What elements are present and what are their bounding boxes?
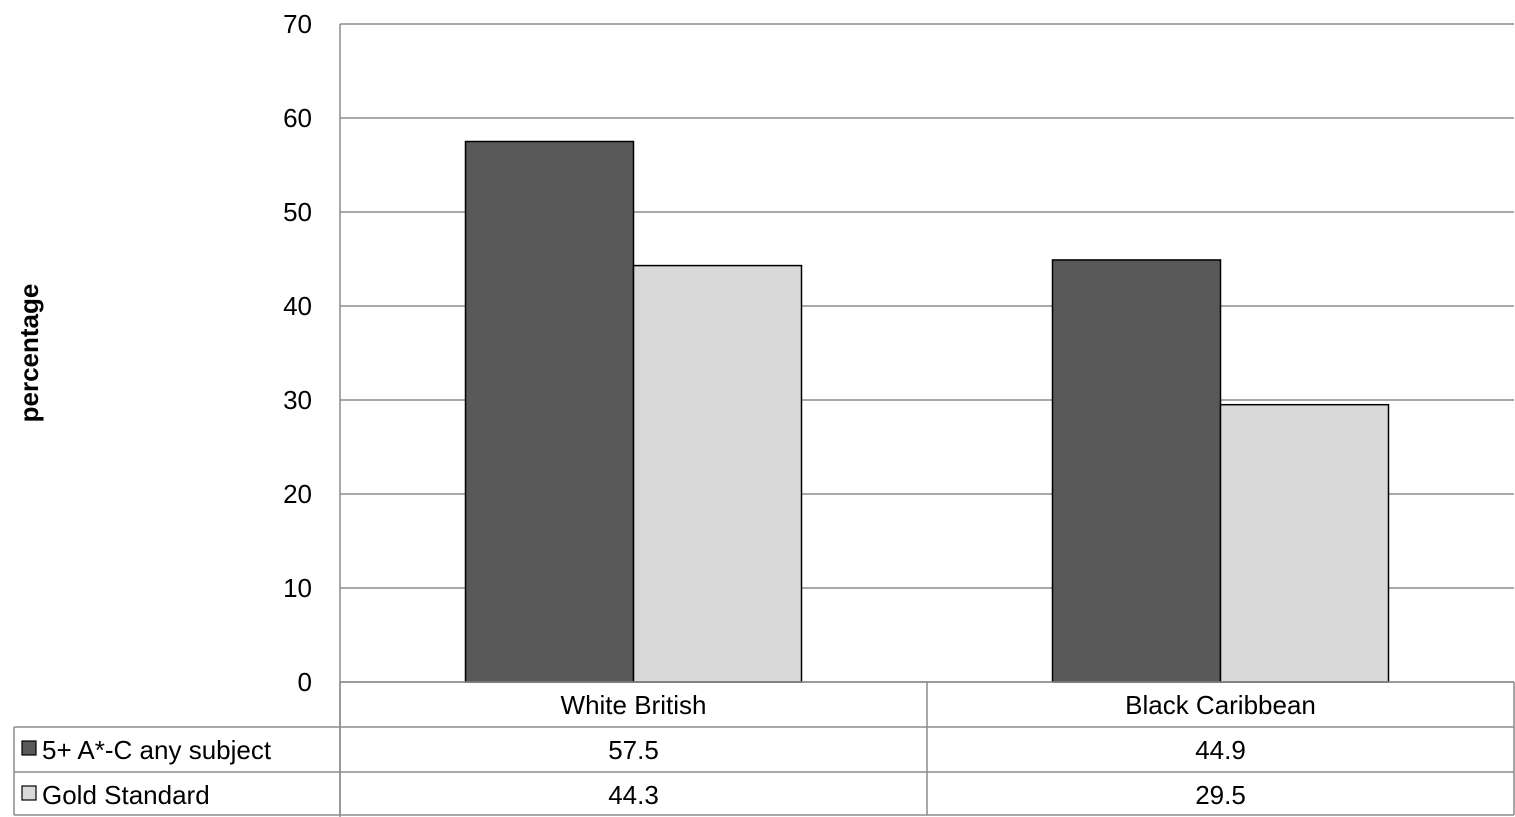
- bars: [464, 140, 1390, 683]
- table-value: 44.9: [1195, 735, 1246, 765]
- legend-swatch: [21, 785, 37, 801]
- y-axis-label: percentage: [14, 284, 44, 423]
- y-tick-label: 20: [283, 479, 312, 509]
- y-tick-label: 70: [283, 9, 312, 39]
- y-tick-label: 60: [283, 103, 312, 133]
- category-label: White British: [561, 690, 707, 720]
- y-axis-ticks: 0 10 20 30 40 50 60 70: [283, 9, 312, 697]
- data-table: White British Black Caribbean 5+ A*-C any …: [13, 681, 1515, 816]
- table-value: 57.5: [608, 735, 659, 765]
- bar-gold-standard-0: [632, 264, 803, 683]
- category-label: Black Caribbean: [1125, 690, 1316, 720]
- y-tick-label: 30: [283, 385, 312, 415]
- bar-five-plus-a-c-1: [1051, 259, 1222, 683]
- legend-swatch: [21, 740, 37, 756]
- bar-five-plus-a-c-0: [464, 140, 635, 683]
- y-tick-label: 50: [283, 197, 312, 227]
- legend-label: 5+ A*-C any subject: [42, 735, 272, 765]
- bar-gold-standard-1: [1219, 403, 1390, 683]
- y-tick-label: 10: [283, 573, 312, 603]
- table-value: 44.3: [608, 780, 659, 810]
- legend-label: Gold Standard: [42, 780, 210, 810]
- y-tick-label: 40: [283, 291, 312, 321]
- table-value: 29.5: [1195, 780, 1246, 810]
- y-tick-label: 0: [298, 667, 312, 697]
